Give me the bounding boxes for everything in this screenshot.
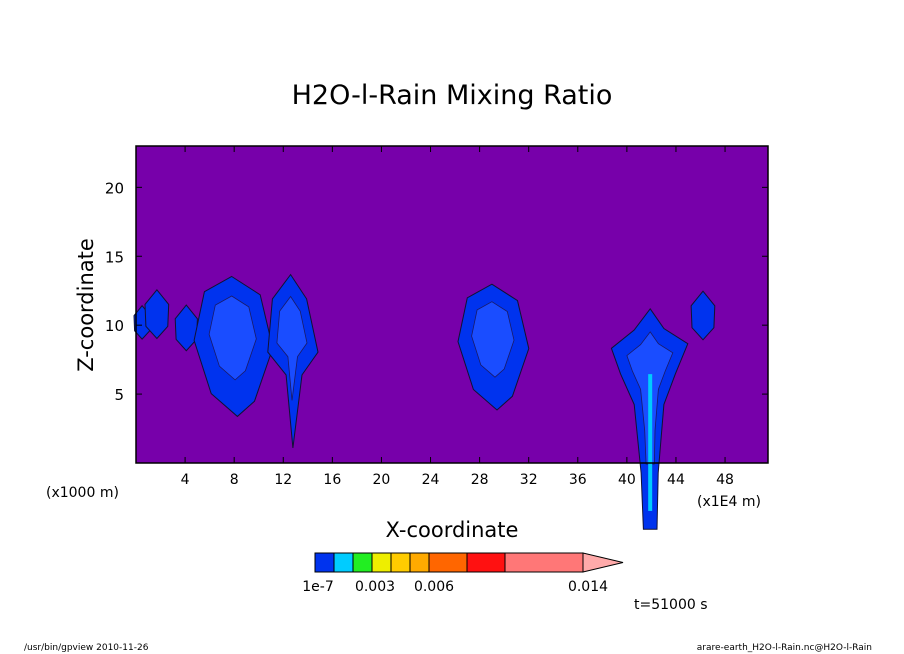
x-tick-label: 4 (181, 472, 190, 488)
colorbar-label-4: 0.014 (568, 579, 608, 595)
rain-cells (133, 273, 716, 530)
colorbar-label-3: 0.006 (414, 579, 454, 595)
x-tick-label: 32 (520, 472, 538, 488)
colorbar-swatch-7 (466, 552, 506, 573)
colorbar-swatch-6 (428, 552, 468, 573)
rain-shaft-core (648, 374, 653, 511)
x-tick-label: 8 (230, 472, 239, 488)
colorbar-swatch-4 (390, 552, 411, 573)
x-tick-label: 16 (323, 472, 341, 488)
colorbar-extend-arrow (582, 552, 624, 573)
colorbar-swatch-5 (409, 552, 430, 573)
x-tick-label: 44 (667, 472, 685, 488)
colorbar-swatch-8 (504, 552, 584, 573)
x-tick-label: 28 (471, 472, 489, 488)
colorbar-swatch-0 (314, 552, 335, 573)
colorbar-label-1: 1e-7 (302, 579, 333, 595)
colorbar-swatch-1 (333, 552, 354, 573)
chart-title: H2O-l-Rain Mixing Ratio (292, 80, 613, 111)
colorbar-swatch-2 (352, 552, 373, 573)
x-unit-left: (x1000 m) (46, 485, 119, 501)
rain-cell-core (208, 295, 257, 381)
footer-right: arare-earth_H2O-l-Rain.nc@H2O-l-Rain (697, 643, 872, 653)
x-axis-label: X-coordinate (386, 518, 519, 542)
colorbar-swatch-3 (371, 552, 392, 573)
x-tick-label: 40 (618, 472, 636, 488)
colorbar (314, 552, 624, 573)
time-label: t=51000 s (634, 597, 708, 613)
rain-cell (144, 289, 170, 340)
x-tick-label: 48 (716, 472, 734, 488)
colorbar-label-2: 0.003 (355, 579, 395, 595)
y-axis-label: Z-coordinate (74, 238, 98, 372)
x-tick-label: 20 (373, 472, 391, 488)
rain-cell-core (276, 295, 308, 401)
y-tick-label: 20 (105, 179, 124, 197)
rain-cell (174, 304, 198, 352)
plot-frame (135, 145, 769, 464)
footer-left: /usr/bin/gpview 2010-11-26 (24, 643, 149, 653)
y-tick-label: 5 (114, 386, 124, 404)
x-tick-label: 12 (274, 472, 292, 488)
x-unit-right: (x1E4 m) (697, 494, 761, 510)
x-tick-label: 36 (569, 472, 587, 488)
x-tick-label: 24 (422, 472, 440, 488)
y-tick-label: 10 (105, 317, 124, 335)
rain-cell-core (471, 301, 515, 378)
rain-cell (690, 290, 716, 341)
y-tick-label: 15 (105, 248, 124, 266)
